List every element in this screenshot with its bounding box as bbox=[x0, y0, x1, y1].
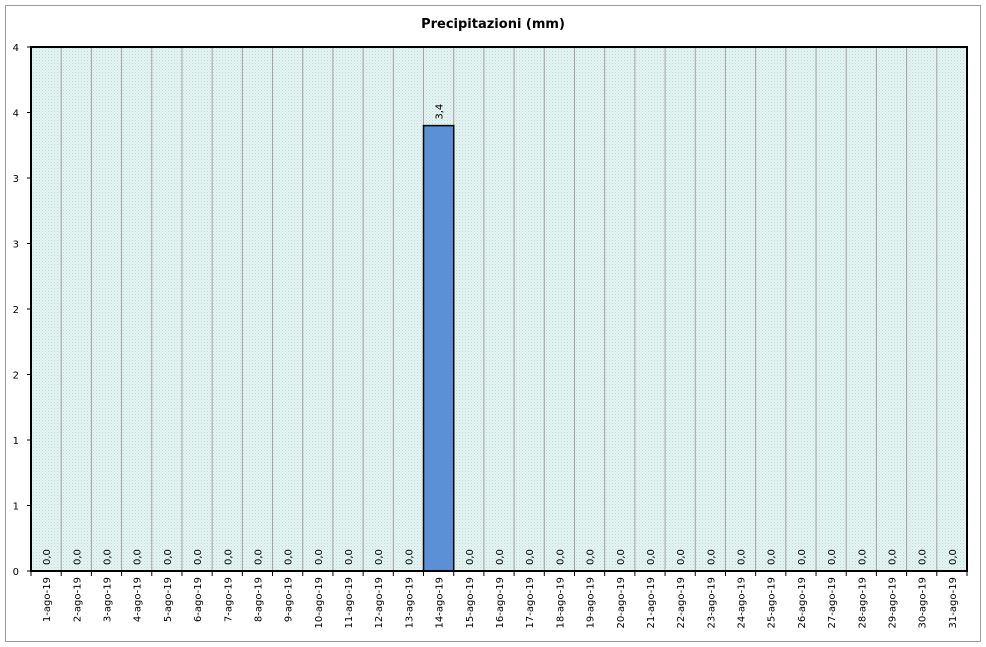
data-label: 0,0 bbox=[555, 549, 566, 565]
x-tick-label: 19-ago-19 bbox=[586, 577, 597, 628]
y-tick-label: 3 bbox=[13, 174, 19, 185]
data-label: 0,0 bbox=[676, 549, 687, 565]
chart-title: Precipitazioni (mm) bbox=[421, 17, 565, 32]
data-label: 0,0 bbox=[72, 549, 83, 565]
data-label: 0,0 bbox=[253, 549, 264, 565]
y-tick-label: 2 bbox=[13, 305, 19, 316]
data-label: 0,0 bbox=[284, 549, 295, 565]
data-label: 0,0 bbox=[314, 549, 325, 565]
y-tick-label: 0 bbox=[13, 567, 19, 578]
y-tick-label: 3 bbox=[13, 240, 19, 251]
data-label: 0,0 bbox=[616, 549, 627, 565]
data-label: 0,0 bbox=[223, 549, 234, 565]
data-label: 0,0 bbox=[888, 549, 899, 565]
data-label: 0,0 bbox=[404, 549, 415, 565]
plot-area bbox=[31, 47, 967, 571]
x-tick-label: 5-ago-19 bbox=[163, 577, 174, 622]
x-tick-label: 24-ago-19 bbox=[737, 577, 748, 628]
x-tick-label: 8-ago-19 bbox=[253, 577, 264, 622]
x-tick-label: 21-ago-19 bbox=[646, 577, 657, 628]
y-tick-label: 1 bbox=[13, 502, 19, 513]
data-label: 0,0 bbox=[797, 549, 808, 565]
data-label: 0,0 bbox=[737, 549, 748, 565]
y-tick-label: 2 bbox=[13, 371, 19, 382]
data-label: 0,0 bbox=[857, 549, 868, 565]
data-label: 0,0 bbox=[42, 549, 53, 565]
data-label: 0,0 bbox=[948, 549, 959, 565]
x-tick-label: 23-ago-19 bbox=[706, 577, 717, 628]
x-tick-label: 11-ago-19 bbox=[344, 577, 355, 628]
x-tick-label: 29-ago-19 bbox=[888, 577, 899, 628]
data-label: 0,0 bbox=[344, 549, 355, 565]
y-tick-label: 1 bbox=[13, 436, 19, 447]
x-tick-label: 4-ago-19 bbox=[133, 577, 144, 622]
x-tick-label: 1-ago-19 bbox=[42, 577, 53, 622]
data-label: 0,0 bbox=[525, 549, 536, 565]
x-tick-label: 2-ago-19 bbox=[72, 577, 83, 622]
data-label: 0,0 bbox=[827, 549, 838, 565]
data-label: 0,0 bbox=[918, 549, 929, 565]
x-tick-label: 27-ago-19 bbox=[827, 577, 838, 628]
data-label: 0,0 bbox=[102, 549, 113, 565]
y-tick-label: 4 bbox=[13, 109, 19, 120]
x-tick-label: 31-ago-19 bbox=[948, 577, 959, 628]
data-label: 0,0 bbox=[706, 549, 717, 565]
x-tick-label: 3-ago-19 bbox=[102, 577, 113, 622]
data-label: 0,0 bbox=[495, 549, 506, 565]
x-tick-label: 9-ago-19 bbox=[284, 577, 295, 622]
x-tick-label: 12-ago-19 bbox=[374, 577, 385, 628]
data-label: 0,0 bbox=[163, 549, 174, 565]
data-label: 3,4 bbox=[435, 104, 446, 120]
x-tick-label: 10-ago-19 bbox=[314, 577, 325, 628]
x-tick-label: 7-ago-19 bbox=[223, 577, 234, 622]
data-label: 0,0 bbox=[586, 549, 597, 565]
x-tick-label: 13-ago-19 bbox=[404, 577, 415, 628]
bar bbox=[422, 124, 455, 572]
x-tick-label: 17-ago-19 bbox=[525, 577, 536, 628]
y-tick-label: 4 bbox=[13, 43, 19, 54]
x-tick-label: 26-ago-19 bbox=[797, 577, 808, 628]
data-label: 0,0 bbox=[646, 549, 657, 565]
data-label: 0,0 bbox=[374, 549, 385, 565]
x-tick-label: 6-ago-19 bbox=[193, 577, 204, 622]
x-tick-label: 22-ago-19 bbox=[676, 577, 687, 628]
x-tick-label: 16-ago-19 bbox=[495, 577, 506, 628]
x-tick-label: 14-ago-19 bbox=[435, 577, 446, 628]
x-tick-label: 28-ago-19 bbox=[857, 577, 868, 628]
x-tick-label: 20-ago-19 bbox=[616, 577, 627, 628]
data-label: 0,0 bbox=[465, 549, 476, 565]
x-tick-label: 15-ago-19 bbox=[465, 577, 476, 628]
data-label: 0,0 bbox=[133, 549, 144, 565]
data-label: 0,0 bbox=[767, 549, 778, 565]
data-label: 0,0 bbox=[193, 549, 204, 565]
x-tick-label: 30-ago-19 bbox=[918, 577, 929, 628]
x-tick-label: 25-ago-19 bbox=[767, 577, 778, 628]
x-tick-label: 18-ago-19 bbox=[555, 577, 566, 628]
